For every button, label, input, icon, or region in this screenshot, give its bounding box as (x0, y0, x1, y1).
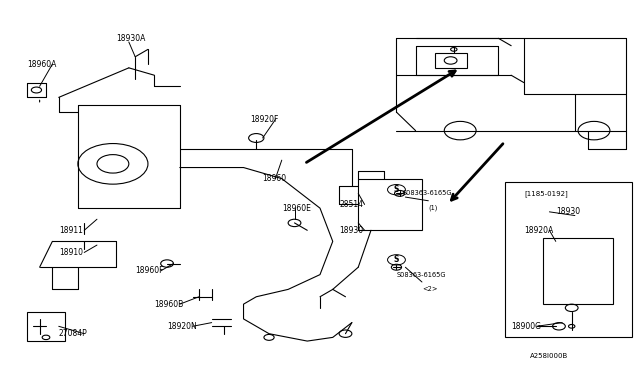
Text: 18930: 18930 (556, 207, 580, 217)
Text: 18960E: 18960E (282, 203, 310, 213)
Text: S08363-6165G: S08363-6165G (403, 190, 452, 196)
Text: (1): (1) (428, 205, 438, 211)
Bar (435, 53, 467, 68)
Text: <2>: <2> (422, 286, 438, 292)
Text: 18960B: 18960B (154, 300, 184, 309)
Text: 18920F: 18920F (250, 115, 278, 124)
Text: A258I000B: A258I000B (531, 353, 568, 359)
Bar (543, 238, 613, 304)
Text: S08363-6165G: S08363-6165G (396, 272, 446, 278)
Bar (358, 179, 422, 230)
Text: 18920N: 18920N (167, 322, 197, 331)
Text: 18920A: 18920A (524, 226, 553, 235)
Text: 18960F: 18960F (135, 266, 164, 275)
Text: 18960: 18960 (262, 174, 287, 183)
Text: 18911: 18911 (59, 226, 83, 235)
Text: 18930: 18930 (339, 226, 364, 235)
Text: 18960A: 18960A (27, 60, 56, 69)
Text: 18930A: 18930A (116, 34, 145, 43)
Text: [1185-0192]: [1185-0192] (524, 190, 568, 197)
Text: 18900G: 18900G (511, 322, 541, 331)
Text: 28514: 28514 (339, 200, 363, 209)
Text: 27084P: 27084P (59, 329, 88, 338)
Text: 18910: 18910 (59, 248, 83, 257)
Bar (505, 182, 632, 337)
Bar (27, 311, 65, 341)
Text: S: S (394, 255, 399, 264)
Text: S: S (394, 185, 399, 194)
